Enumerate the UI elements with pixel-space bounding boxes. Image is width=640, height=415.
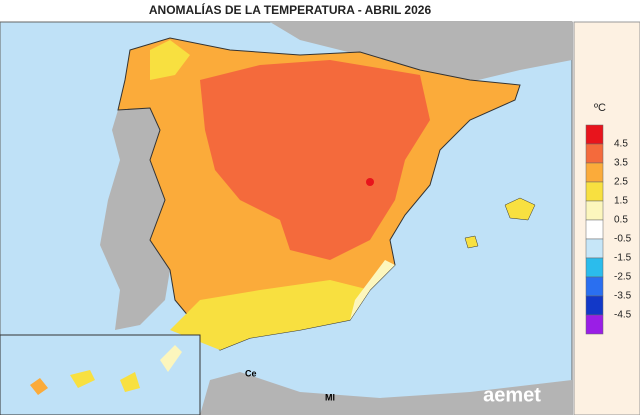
legend-label: -3.5 (614, 291, 632, 302)
zone-galicia (150, 40, 190, 80)
legend-label: -2.5 (614, 272, 632, 283)
city-label: Ce (245, 368, 257, 378)
zone-south (170, 280, 370, 350)
legend-swatch (585, 219, 604, 240)
france (270, 22, 572, 82)
legend-swatch (585, 181, 604, 202)
legend-swatch (585, 162, 604, 183)
legend-label: -1.5 (614, 253, 632, 264)
legend-label: -4.5 (614, 310, 632, 321)
legend-swatch (585, 124, 604, 145)
legend-swatch (585, 200, 604, 221)
legend-label: 4.5 (614, 139, 628, 150)
africa (200, 372, 572, 415)
legend-swatch (585, 295, 604, 316)
logo: aemet (483, 384, 541, 406)
legend-swatch (585, 238, 604, 259)
portugal (100, 108, 170, 330)
island (30, 378, 48, 395)
legend-label: 1.5 (614, 196, 628, 207)
legend-unit: ºC (594, 102, 606, 114)
legend-label: -0.5 (614, 234, 632, 245)
zone-interior (200, 60, 430, 260)
ibiza (464, 235, 479, 249)
legend-label: 0.5 (614, 215, 628, 226)
title: ANOMALÍAS DE LA TEMPERATURA - ABRIL 2026 (149, 2, 432, 17)
legend-label: 2.5 (614, 177, 628, 188)
legend-swatch (585, 276, 604, 297)
canary-inset (0, 334, 201, 415)
zone-southeast (350, 260, 395, 320)
island (120, 372, 140, 392)
city-label: Ml (325, 392, 335, 402)
island (160, 345, 182, 372)
island (70, 370, 95, 388)
balearics (504, 197, 536, 221)
legend-swatch (585, 143, 604, 164)
legend-swatch (585, 257, 604, 278)
legend-label: 3.5 (614, 158, 628, 169)
legend-panel (573, 21, 640, 415)
legend-swatch (585, 314, 604, 335)
zone-max (366, 178, 374, 186)
